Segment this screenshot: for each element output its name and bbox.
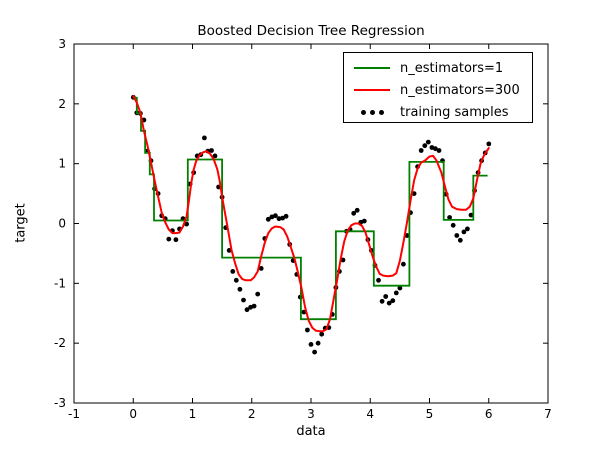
- series-n-estimators-300: [132, 95, 490, 333]
- svg-text:0: 0: [58, 217, 66, 231]
- legend-label: n_estimators=1: [400, 60, 504, 76]
- x-tick-labels: -1 0 1 2 3 4 5 6 7: [68, 407, 552, 421]
- svg-text:-3: -3: [54, 396, 66, 410]
- legend-swatch-area: [353, 66, 391, 70]
- series-n-estimators-1: [133, 96, 488, 321]
- legend-item-n-estimators-300: n_estimators=300: [353, 79, 532, 101]
- chart-title: Boosted Decision Tree Regression: [197, 23, 425, 39]
- svg-text:-1: -1: [68, 407, 80, 421]
- legend-label: training samples: [400, 104, 509, 120]
- svg-text:1: 1: [189, 407, 197, 421]
- green-line-swatch-icon: [354, 66, 390, 70]
- axis-ticks: [73, 43, 549, 404]
- red-line-swatch-icon: [354, 88, 390, 92]
- svg-text:-2: -2: [54, 336, 66, 350]
- svg-text:2: 2: [58, 97, 66, 111]
- svg-text:3: 3: [58, 37, 66, 51]
- legend-item-n-estimators-1: n_estimators=1: [353, 57, 532, 79]
- black-dots-swatch-icon: [360, 109, 384, 115]
- legend-label: n_estimators=300: [400, 82, 520, 98]
- svg-text:0: 0: [129, 407, 137, 421]
- svg-text:-1: -1: [54, 276, 66, 290]
- series-training-samples: [130, 94, 492, 355]
- svg-text:7: 7: [544, 407, 552, 421]
- legend-swatch-area: [353, 109, 391, 115]
- x-axis-label: data: [296, 424, 326, 439]
- svg-text:4: 4: [366, 407, 374, 421]
- svg-text:6: 6: [485, 407, 493, 421]
- legend-swatch-area: [353, 88, 391, 92]
- legend-item-training-samples: training samples: [353, 101, 532, 123]
- legend: n_estimators=1 n_estimators=300 training…: [343, 52, 533, 123]
- y-axis-label: target: [13, 203, 29, 243]
- svg-text:3: 3: [307, 407, 315, 421]
- svg-text:5: 5: [426, 407, 434, 421]
- svg-text:2: 2: [248, 407, 256, 421]
- svg-text:1: 1: [58, 157, 66, 171]
- y-tick-labels: 3 2 1 0 -1 -2 -3: [54, 37, 66, 410]
